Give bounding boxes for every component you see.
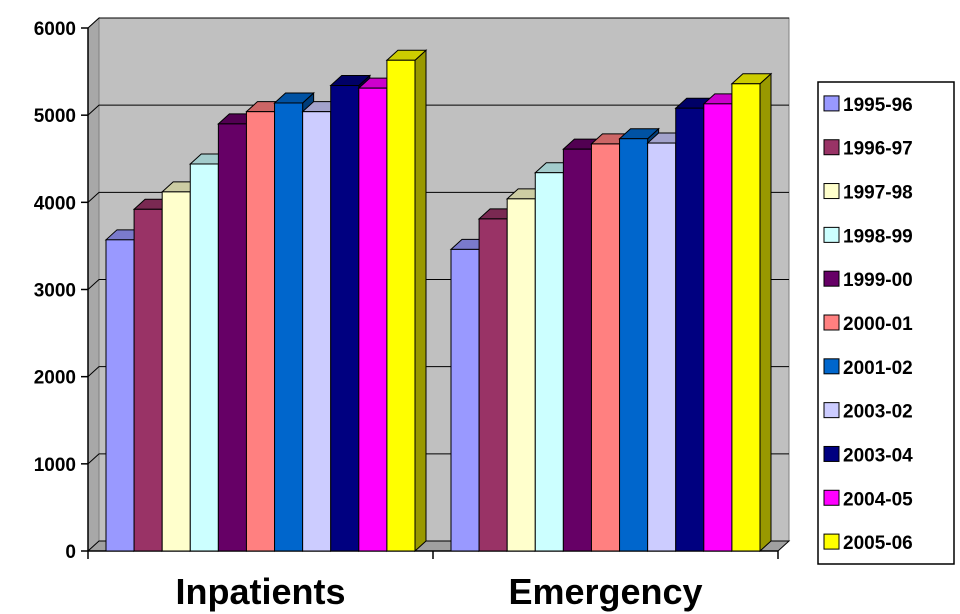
legend-swatch — [823, 445, 840, 462]
bar-front — [274, 102, 304, 552]
bar-front — [133, 208, 163, 552]
bar-front — [302, 111, 332, 552]
y-tick-label: 4000 — [34, 193, 76, 214]
legend-swatch — [823, 489, 840, 506]
y-tick-label: 5000 — [34, 106, 76, 127]
legend-swatch — [823, 533, 840, 550]
legend-item: 2000-01 — [823, 314, 913, 335]
x-category-label: Inpatients — [175, 571, 345, 612]
legend-item: 2001-02 — [823, 358, 913, 379]
bar-front — [590, 143, 621, 552]
bar-front — [619, 138, 649, 552]
bar-front — [330, 85, 360, 552]
x-category-label: Emergency — [508, 571, 702, 612]
legend-label: 2005-06 — [843, 533, 913, 554]
legend-label: 1995-96 — [843, 95, 913, 116]
legend-label: 1999-00 — [843, 270, 913, 291]
y-tick-label: 3000 — [34, 281, 76, 302]
y-tick-label: 1000 — [34, 455, 76, 476]
legend-item: 1995-96 — [823, 95, 913, 116]
bar-front — [703, 103, 733, 552]
legend-box — [817, 81, 955, 565]
y-tick-label: 0 — [65, 542, 76, 563]
legend-label: 2000-01 — [843, 314, 913, 335]
bar-side — [414, 49, 427, 553]
legend-label: 1998-99 — [843, 226, 913, 247]
legend-label: 2003-04 — [843, 445, 913, 466]
legend-label: 1997-98 — [843, 183, 913, 204]
legend-swatch — [823, 358, 840, 375]
legend: 1995-96 1996-97 1997-98 1998-99 1999-00 2000-… — [817, 81, 955, 565]
bar-front — [562, 148, 592, 552]
legend-item: 1996-97 — [823, 139, 913, 160]
bar-front — [386, 59, 416, 552]
bar-front — [217, 123, 247, 552]
bar-front — [731, 83, 761, 552]
y-tick-label: 6000 — [34, 19, 76, 40]
legend-item: 2003-04 — [823, 445, 913, 466]
y-tick-label: 2000 — [34, 368, 76, 389]
bar-front — [647, 142, 677, 552]
bar-front — [478, 218, 508, 552]
gridline — [87, 17, 789, 29]
legend-swatch — [823, 183, 840, 200]
legend-swatch — [823, 95, 840, 112]
bar — [385, 49, 428, 553]
legend-label: 2004-05 — [843, 489, 913, 510]
bar-front — [245, 111, 276, 552]
legend-item: 1999-00 — [823, 270, 913, 291]
legend-swatch — [823, 226, 840, 243]
bar-front — [534, 172, 564, 552]
bar-front — [161, 191, 191, 552]
legend-swatch — [823, 314, 840, 331]
legend-item: 1998-99 — [823, 226, 913, 247]
gridline — [87, 104, 789, 116]
bar-side — [759, 72, 772, 553]
legend-swatch — [823, 402, 840, 419]
legend-label: 2003-02 — [843, 402, 913, 423]
legend-item: 2004-05 — [823, 489, 913, 510]
legend-item: 2003-02 — [823, 402, 913, 423]
bars — [104, 49, 773, 553]
bar-front — [506, 198, 536, 552]
bar-front — [105, 239, 135, 552]
legend-label: 2001-02 — [843, 358, 913, 379]
legend-swatch — [823, 270, 840, 287]
bar-front — [675, 107, 705, 552]
bar-front — [189, 163, 219, 552]
legend-item: 2005-06 — [823, 533, 913, 554]
bar — [730, 72, 773, 553]
legend-label: 1996-97 — [843, 139, 913, 160]
bar-front — [450, 248, 480, 552]
bar-front — [358, 87, 388, 552]
legend-swatch — [823, 139, 840, 156]
legend-item: 1997-98 — [823, 183, 913, 204]
